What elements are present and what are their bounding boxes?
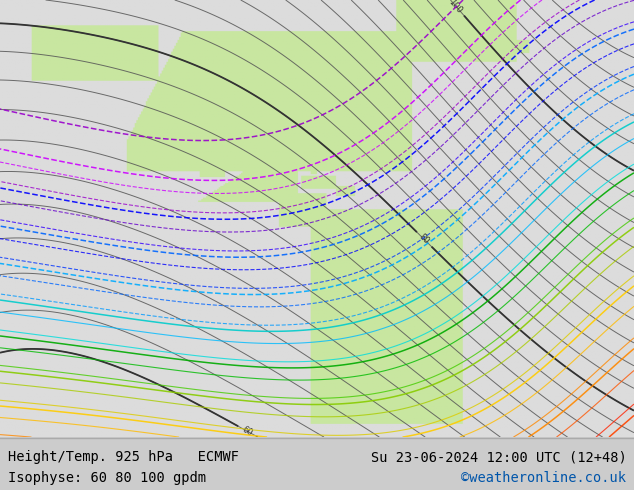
Text: Height/Temp. 925 hPa   ECMWF: Height/Temp. 925 hPa ECMWF <box>8 450 238 465</box>
Text: 80: 80 <box>417 232 431 246</box>
Text: 100: 100 <box>447 0 464 15</box>
Text: ©weatheronline.co.uk: ©weatheronline.co.uk <box>462 471 626 485</box>
Text: Su 23-06-2024 12:00 UTC (12+48): Su 23-06-2024 12:00 UTC (12+48) <box>371 450 626 465</box>
Text: 60: 60 <box>240 425 254 438</box>
Text: Isophyse: 60 80 100 gpdm: Isophyse: 60 80 100 gpdm <box>8 471 205 485</box>
